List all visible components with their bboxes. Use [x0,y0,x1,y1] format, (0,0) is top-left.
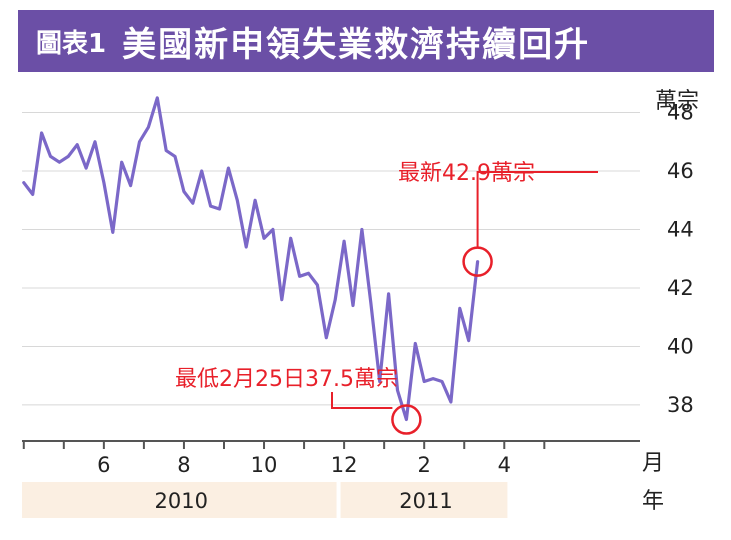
year-band [340,482,508,518]
x-tick-label: 2 [418,453,431,477]
figure-label: 圖表1 [36,28,107,59]
chart-title: 美國新申領失業救濟持續回升 [122,24,591,65]
annotation-lowest: 最低2月25日37.5萬宗 [175,367,398,392]
x-tick-label: 12 [331,453,358,477]
x-tick-label: 8 [177,453,190,477]
y-axis-unit: 萬宗 [655,89,699,114]
x-axis-unit-year: 年 [642,489,664,514]
y-tick-label: 48 [667,101,694,125]
x-tick-label: 10 [251,453,278,477]
year-band [22,482,337,518]
y-tick-label: 38 [667,393,694,417]
annotation-circle [462,246,493,277]
y-tick-label: 44 [667,217,694,241]
annotation-leader [476,171,598,248]
annotation-latest: 最新42.9萬宗 [398,161,535,186]
x-tick-label: 4 [498,453,511,477]
annotation-leader [331,392,393,409]
x-tick-label: 6 [97,453,110,477]
year-label: 2011 [399,489,452,513]
x-axis-unit-month: 月 [642,451,664,476]
title-bar: 圖表1 美國新申領失業救濟持續回升 [18,10,714,72]
annotation-circle [391,404,422,435]
y-tick-label: 42 [667,276,694,300]
y-tick-label: 40 [667,334,694,358]
year-label: 2010 [155,489,208,513]
y-tick-label: 46 [667,159,694,183]
series-line [22,96,480,422]
